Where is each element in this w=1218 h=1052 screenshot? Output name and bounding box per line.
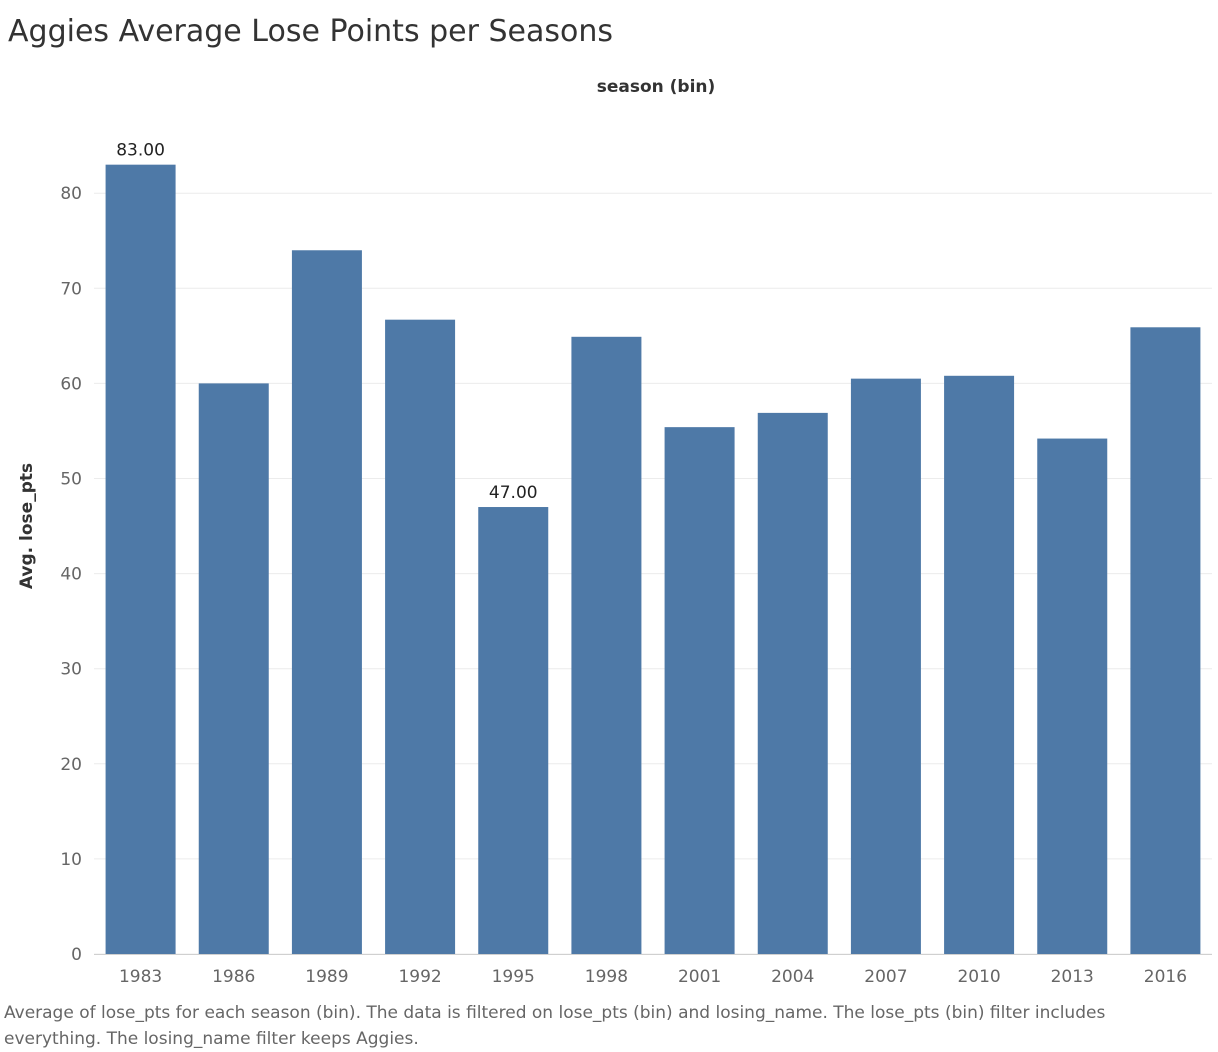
bar-2016[interactable] — [1130, 327, 1201, 954]
bar-1998[interactable] — [571, 336, 642, 954]
x-tick-label: 2001 — [678, 967, 721, 987]
bar-1992[interactable] — [385, 319, 456, 955]
bar-2013[interactable] — [1037, 438, 1108, 955]
bar-2007[interactable] — [850, 378, 921, 954]
data-labels: 83.00 47.00 — [116, 141, 537, 503]
x-tick-label: 2016 — [1144, 967, 1187, 987]
y-axis-label: Avg. lose_pts — [17, 463, 37, 589]
bar-2001[interactable] — [664, 427, 735, 954]
gridlines — [94, 192, 1212, 955]
x-tick-label: 1992 — [398, 967, 441, 987]
y-tick-label: 10 — [60, 850, 82, 870]
y-tick-label: 60 — [60, 374, 82, 394]
data-label-1983: 83.00 — [116, 141, 165, 161]
bar-1983[interactable] — [105, 164, 176, 955]
x-tick-label: 1998 — [585, 967, 628, 987]
x-axis-ticks: 1983 1986 1989 1992 1995 1998 2001 2004 2007 2010… — [119, 967, 1187, 987]
bars — [105, 164, 1201, 955]
y-axis-ticks: 0 10 20 30 40 50 60 70 80 — [60, 184, 82, 965]
y-tick-label: 0 — [71, 945, 82, 965]
bar-1986[interactable] — [198, 383, 269, 954]
bar-2004[interactable] — [757, 412, 828, 955]
x-tick-label: 2013 — [1051, 967, 1094, 987]
y-tick-label: 80 — [60, 184, 82, 204]
y-tick-label: 20 — [60, 755, 82, 775]
data-label-1995: 47.00 — [489, 483, 538, 503]
y-tick-label: 40 — [60, 565, 82, 585]
y-tick-label: 50 — [60, 470, 82, 490]
x-tick-label: 1983 — [119, 967, 162, 987]
y-tick-label: 70 — [60, 279, 82, 299]
bar-chart: season (bin) Avg. lose_pts 0 10 20 30 40 50 60… — [17, 77, 1212, 987]
bar-2010[interactable] — [944, 375, 1015, 954]
x-tick-label: 2007 — [864, 967, 907, 987]
chart-caption: Average of lose_pts for each season (bin… — [4, 1003, 1106, 1049]
column-header: season (bin) — [597, 77, 716, 97]
x-tick-label: 1986 — [212, 967, 255, 987]
bar-1995[interactable] — [478, 507, 549, 954]
x-tick-label: 1989 — [305, 967, 348, 987]
x-tick-label: 2010 — [957, 967, 1000, 987]
y-tick-label: 30 — [60, 660, 82, 680]
x-tick-label: 1995 — [492, 967, 535, 987]
chart-title: Aggies Average Lose Points per Seasons — [8, 14, 613, 49]
x-tick-label: 2004 — [771, 967, 814, 987]
bar-1989[interactable] — [291, 250, 362, 954]
